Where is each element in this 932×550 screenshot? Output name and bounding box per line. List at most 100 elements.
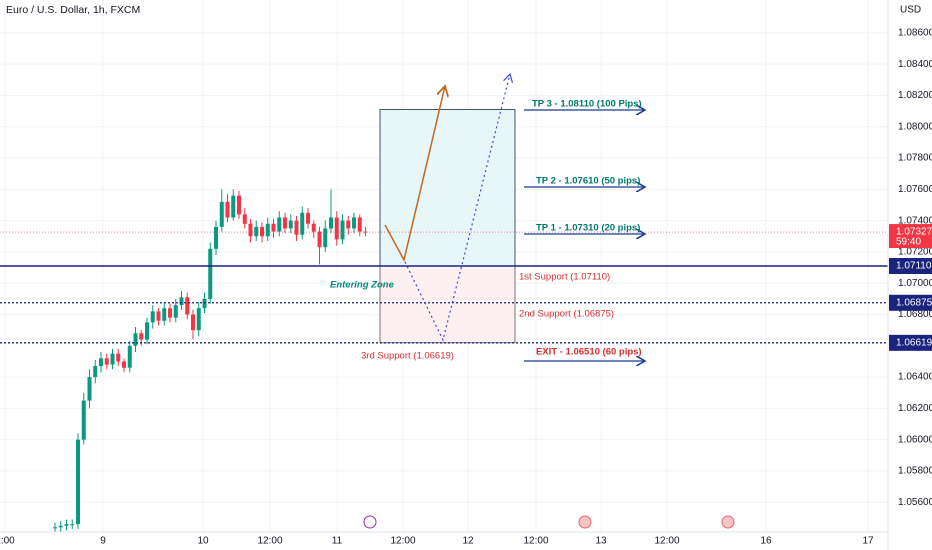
orange-arrow [384, 86, 445, 263]
annotation: EXIT - 1.06510 (60 pips) [536, 347, 642, 358]
candle-body [352, 217, 356, 229]
candle-body [162, 308, 167, 321]
candle-body [363, 231, 368, 233]
y-tick-label: 1.07400 [898, 215, 932, 226]
y-tick-label: 1.06400 [898, 372, 932, 383]
candle-body [110, 353, 115, 365]
candle-body [150, 311, 155, 323]
candle-body [231, 195, 236, 218]
candle-body [99, 358, 103, 367]
annotation: 3rd Support (1.06619) [361, 351, 454, 362]
price-line-box [889, 294, 932, 311]
candle-body [81, 400, 86, 440]
candle-body [277, 217, 282, 232]
candle-body [58, 525, 63, 528]
candle-body [139, 333, 144, 340]
candle-body [306, 212, 310, 224]
candle-body [127, 345, 132, 368]
candle-body [133, 333, 138, 346]
y-tick-label: 1.08200 [898, 90, 932, 101]
candle-body [185, 297, 190, 315]
candle-body [104, 358, 109, 365]
candle-body [191, 314, 195, 331]
candle-body [196, 308, 201, 331]
annotation: 2nd Support (1.06875) [519, 309, 614, 320]
y-tick-label: 1.06200 [898, 403, 932, 414]
dotted-arrow [404, 74, 510, 342]
price-line-box [889, 258, 932, 274]
x-tick-label: 13 [595, 536, 607, 547]
annotation: TP 3 - 1.08110 (100 Pips) [532, 99, 642, 110]
candle-body [202, 298, 207, 309]
candle-body [283, 217, 287, 229]
x-tick-label: 12:00 [390, 536, 415, 547]
zone [379, 109, 516, 267]
y-tick-label: 1.05800 [898, 466, 932, 477]
y-tick-label: 1.08000 [898, 121, 932, 132]
x-tick-label: 2:00 [0, 536, 15, 547]
y-tick-label: 1.05600 [898, 497, 932, 508]
candle-body [300, 212, 305, 235]
event-icon[interactable] [721, 515, 735, 529]
candle-body [76, 439, 80, 525]
currency: USD [900, 5, 921, 16]
candle-body [173, 305, 178, 318]
candle-body [260, 226, 264, 237]
candle-body [87, 377, 92, 401]
candle-body [122, 361, 126, 368]
candle-body [323, 228, 328, 248]
candle-body [317, 231, 322, 248]
candle-body [357, 217, 362, 232]
candle-body [242, 214, 247, 224]
x-tick-label: 10 [197, 536, 209, 547]
annotation: TP 1 - 1.07310 (20 pips) [536, 223, 640, 234]
x-tick-label: 12 [462, 536, 474, 547]
event-icons [363, 515, 735, 529]
candle-body [179, 297, 184, 306]
price-line-label: 1.06875 [896, 297, 932, 308]
y-tick-label: 1.06000 [898, 434, 932, 445]
last-price-box [889, 224, 932, 249]
candle-body [168, 308, 172, 318]
x-tick-label: 12:00 [523, 536, 548, 547]
candle-body [329, 217, 333, 229]
event-icon[interactable] [578, 515, 592, 529]
candle-body [214, 226, 218, 249]
candle-body [254, 226, 259, 237]
x-tick-label: 9 [100, 536, 106, 547]
candle-body [334, 217, 339, 240]
y-tick-label: 1.08400 [898, 59, 932, 70]
candle-body [208, 248, 213, 299]
candle-body [265, 223, 270, 237]
y-tick-label: 1.06800 [898, 309, 932, 320]
x-tick-label: 12:00 [654, 536, 679, 547]
event-icon[interactable] [363, 515, 377, 529]
candle-body [145, 322, 149, 340]
y-tick-label: 1.07800 [898, 153, 932, 164]
zones [379, 109, 516, 344]
candle-body [116, 353, 121, 362]
candle-body [311, 223, 316, 232]
price-axis: 2:00 9 10 12:00 11 12:00 12 12:00 13 12:00 16 17 1.0… [0, 27, 932, 547]
candle-body [288, 220, 293, 229]
candle-body [340, 220, 345, 240]
arrows [384, 74, 645, 361]
candle-body [294, 220, 299, 235]
x-tick-label: 17 [862, 536, 874, 547]
last-price-label: 1.07327 [896, 227, 932, 238]
annotations: TP 3 - 1.08110 (100 Pips) TP 2 - 1.07610 … [330, 99, 642, 362]
chart-title: Euro / U.S. Dollar, 1h, FXCM [6, 4, 140, 16]
candle-body [156, 311, 161, 321]
annotation: TP 2 - 1.07610 (50 pips) [536, 176, 640, 187]
candle-body [93, 366, 98, 378]
candle-body [53, 527, 57, 529]
candle-body [271, 223, 276, 232]
candle-body [225, 201, 230, 218]
y-tick-label: 1.07600 [898, 184, 932, 195]
candle-body [237, 195, 241, 215]
y-tick-label: 1.08600 [898, 27, 932, 38]
candles [53, 189, 368, 532]
candle-body [248, 223, 253, 237]
annotation: 1st Support (1.07110) [519, 272, 610, 283]
